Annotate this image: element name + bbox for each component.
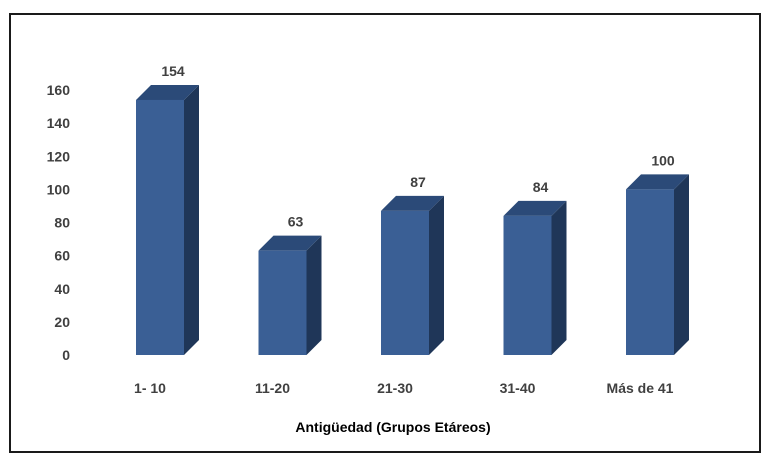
y-tick-label: 40: [54, 281, 70, 297]
bar-top-face: [503, 200, 567, 216]
y-tick-label: 160: [47, 82, 71, 98]
bar: [381, 195, 444, 355]
y-tick-label: 0: [62, 347, 70, 363]
bar-chart: 0 20 40 60 80 100 120 140 160 154 63 87 84 100 1- 10…: [47, 63, 689, 435]
bar-top-face: [381, 195, 444, 211]
x-tick-label: Más de 41: [607, 380, 674, 396]
bar-side-face: [429, 195, 444, 355]
bar-front-face: [258, 250, 307, 355]
data-label: 84: [533, 179, 549, 195]
bar-front-face: [381, 210, 429, 355]
data-label: 100: [651, 152, 675, 168]
bar: [136, 84, 199, 355]
bar-top-face: [258, 235, 322, 251]
y-tick-label: 140: [47, 115, 71, 131]
bar-front-face: [136, 99, 184, 355]
x-tick-label: 1- 10: [134, 380, 166, 396]
y-tick-label: 120: [47, 148, 71, 164]
x-tick-label: 21-30: [377, 380, 413, 396]
bar: [258, 235, 322, 355]
bar-side-face: [184, 84, 199, 355]
bar-top-face: [626, 174, 689, 190]
data-label: 63: [288, 214, 304, 230]
y-axis-ticks: 0 20 40 60 80 100 120 140 160: [47, 82, 71, 363]
bar-side-face: [306, 235, 322, 355]
bar-series: 154 63 87 84 100: [136, 63, 689, 355]
x-axis-title: Antigüedad (Grupos Etáreos): [295, 419, 490, 435]
x-axis-ticks: 1- 10 11-20 21-30 31-40 Más de 41: [134, 380, 674, 396]
y-tick-label: 100: [47, 181, 71, 197]
bar-front-face: [503, 215, 552, 355]
x-tick-label: 31-40: [500, 380, 536, 396]
y-tick-label: 80: [54, 215, 70, 231]
bar-front-face: [626, 189, 674, 355]
y-tick-label: 20: [54, 314, 70, 330]
x-tick-label: 11-20: [255, 380, 290, 396]
data-label: 87: [410, 174, 426, 190]
data-label: 154: [161, 63, 185, 79]
bar: [503, 200, 567, 355]
bar: [626, 174, 689, 355]
bar-side-face: [551, 200, 567, 355]
y-tick-label: 60: [54, 248, 70, 264]
bar-top-face: [136, 84, 199, 100]
bar-side-face: [674, 174, 689, 355]
